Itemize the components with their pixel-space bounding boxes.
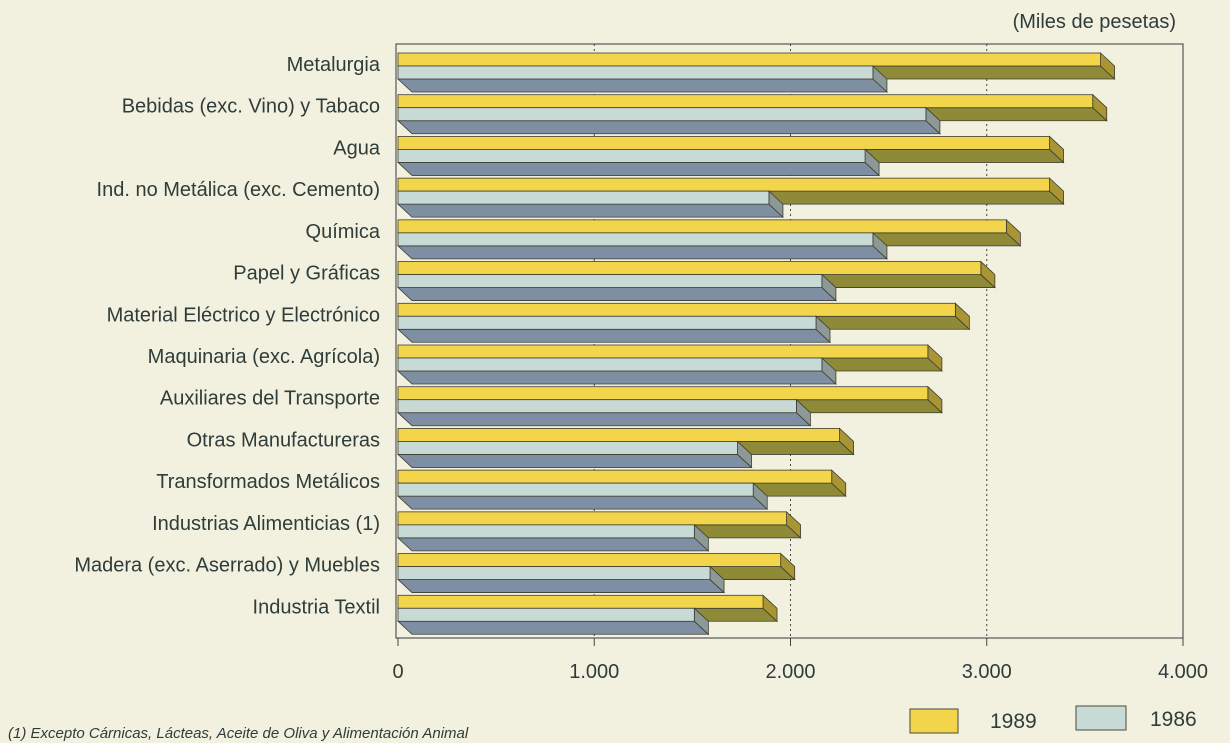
bar-1986 xyxy=(396,106,941,135)
bar-1986 xyxy=(396,482,769,511)
plot-frame xyxy=(395,43,1184,639)
category-label: Auxiliares del Transporte xyxy=(160,388,380,410)
unit-label: (Miles de pesetas) xyxy=(1013,11,1176,33)
x-tick-label: 4.000 xyxy=(1158,661,1208,683)
x-tick-label: 3.000 xyxy=(962,661,1012,683)
category-label: Industria Textil xyxy=(253,596,380,618)
x-tick-label: 0 xyxy=(392,661,403,683)
footnote: (1) Excepto Cárnicas, Lácteas, Aceite de… xyxy=(8,725,469,742)
category-label: Otras Manufactureras xyxy=(187,429,380,451)
bar-1986 xyxy=(396,523,710,552)
bar-1986 xyxy=(396,440,753,469)
category-label: Metalurgia xyxy=(287,54,381,76)
category-label: Madera (exc. Aserrado) y Muebles xyxy=(74,555,380,577)
category-label: Agua xyxy=(333,137,381,159)
bar-1986 xyxy=(396,357,837,385)
category-label: Material Eléctrico y Electrónico xyxy=(107,304,380,326)
category-label: Bebidas (exc. Vino) y Tabaco xyxy=(122,96,380,118)
legend-label-1986: 1986 xyxy=(1150,708,1197,731)
bar-1986 xyxy=(396,315,832,344)
category-label: Papel y Gráficas xyxy=(233,263,380,285)
legend-label-1989: 1989 xyxy=(990,710,1037,733)
category-label: Ind. no Metálica (exc. Cemento) xyxy=(97,179,380,201)
legend: 1989 1986 xyxy=(909,705,1197,734)
bar-1986 xyxy=(396,565,726,594)
bar-1986 xyxy=(396,231,888,260)
x-tick-label: 2.000 xyxy=(765,661,815,683)
x-tick-label: 1.000 xyxy=(569,661,619,683)
category-label: Transformados Metálicos xyxy=(156,471,380,493)
bars xyxy=(396,52,1116,636)
bar-1986 xyxy=(396,607,710,636)
bar-1986 xyxy=(396,398,812,427)
bar-1986 xyxy=(396,148,881,177)
category-labels: Metalurgia Bebidas (exc. Vino) y Tabaco Ag… xyxy=(74,54,381,618)
bar-1986 xyxy=(396,273,837,302)
x-axis-ticks: 0 1.000 2.000 3.000 4.000 xyxy=(392,638,1208,683)
bar-1986 xyxy=(396,65,888,93)
bar-1986 xyxy=(396,190,784,219)
legend-swatch-1986 xyxy=(1075,705,1127,731)
category-label: Maquinaria (exc. Agrícola) xyxy=(148,346,380,368)
category-label: Industrias Alimenticias (1) xyxy=(152,513,380,535)
category-label: Química xyxy=(306,221,381,243)
legend-swatch-1989 xyxy=(909,708,959,734)
